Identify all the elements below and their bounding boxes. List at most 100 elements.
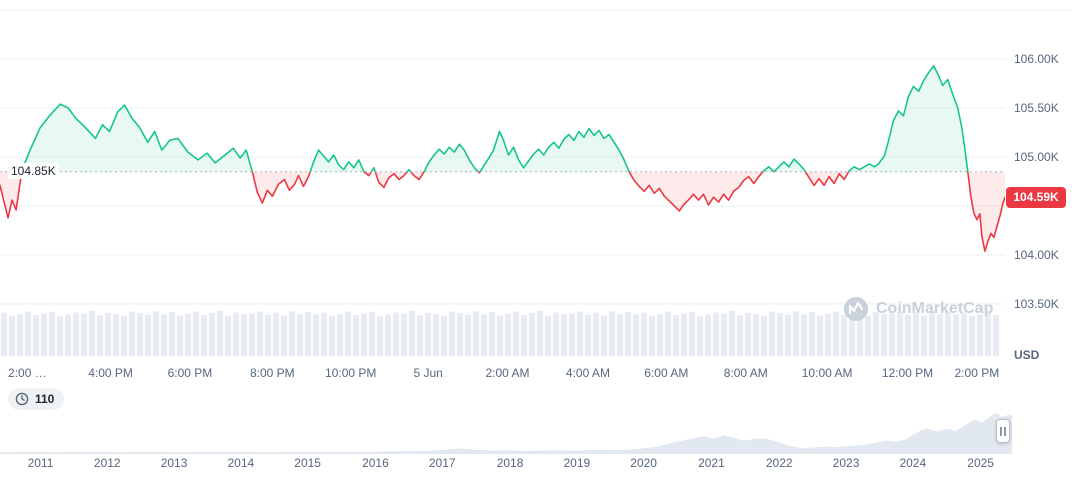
volume-bar xyxy=(209,312,215,356)
volume-bar xyxy=(705,314,711,356)
volume-bar xyxy=(289,311,295,356)
volume-bar xyxy=(105,312,111,356)
volume-bar xyxy=(737,315,743,356)
volume-bar xyxy=(673,315,679,356)
navigator-area xyxy=(0,413,1012,454)
time-axis-label: 12:00 PM xyxy=(881,366,934,380)
volume-bar xyxy=(17,314,23,356)
volume-bar xyxy=(809,312,815,356)
year-axis-label: 2022 xyxy=(765,456,793,470)
volume-bar xyxy=(601,315,607,356)
price-axis-label: 103.50K xyxy=(1014,297,1059,311)
range-navigator[interactable] xyxy=(0,408,1012,454)
volume-bar xyxy=(905,314,911,356)
volume-bar xyxy=(521,315,527,356)
volume-bar xyxy=(97,315,103,356)
volume-bar xyxy=(145,314,151,356)
volume-bar xyxy=(921,315,927,356)
volume-bar xyxy=(945,312,951,356)
volume-bar xyxy=(417,315,423,356)
volume-bar xyxy=(793,311,799,356)
year-axis-label: 2020 xyxy=(630,456,657,470)
volume-bar xyxy=(353,315,359,356)
year-axis-label: 2019 xyxy=(563,456,591,470)
volume-bar xyxy=(193,311,199,356)
volume-bar xyxy=(561,314,567,356)
volume-bar xyxy=(33,315,39,356)
year-axis-label: 2024 xyxy=(899,456,927,470)
current-price-badge: 104.59K xyxy=(1006,187,1066,209)
volume-bar xyxy=(25,311,31,356)
volume-bar xyxy=(777,313,783,356)
time-axis-label: 6:00 AM xyxy=(644,366,689,380)
volume-bar xyxy=(953,314,959,356)
volume-bar xyxy=(817,315,823,356)
volume-bar xyxy=(49,311,55,356)
year-axis-label: 2018 xyxy=(496,456,524,470)
currency-unit-label: USD xyxy=(1014,348,1040,362)
year-axis-label: 2023 xyxy=(832,456,860,470)
time-axis-label: 4:00 PM xyxy=(88,366,133,380)
volume-bar xyxy=(57,316,63,356)
year-axis-label: 2025 xyxy=(967,456,994,470)
price-axis-label: 106.00K xyxy=(1014,52,1059,66)
volume-bar xyxy=(497,315,503,356)
watermark: CoinMarketCap xyxy=(843,296,993,322)
volume-bar xyxy=(721,313,727,356)
volume-bar xyxy=(321,312,327,356)
volume-bar xyxy=(609,311,615,356)
year-axis-label: 2012 xyxy=(93,456,121,470)
year-axis-label: 2013 xyxy=(160,456,188,470)
range-slider-handle[interactable] xyxy=(996,419,1010,443)
volume-bar xyxy=(569,313,575,356)
volume-bar xyxy=(649,315,655,356)
volume-bar xyxy=(1,312,7,356)
volume-bar xyxy=(161,314,167,356)
volume-bar xyxy=(913,312,919,356)
volume-bar xyxy=(873,312,879,356)
volume-bar xyxy=(337,314,343,356)
volume-bar xyxy=(865,316,871,356)
year-axis: 2011 2012 2013 2014 2015 2016 2017 2018 2019 2020… xyxy=(0,456,1012,474)
time-axis-label: 5 Jun xyxy=(413,366,443,380)
volume-bar xyxy=(409,310,415,356)
volume-bar xyxy=(641,312,647,356)
volume-bar xyxy=(457,313,463,356)
year-axis-label: 2021 xyxy=(698,456,725,470)
volume-bar xyxy=(345,311,351,356)
volume-bar xyxy=(241,314,247,356)
volume-bar xyxy=(833,311,839,356)
volume-bar xyxy=(545,316,551,356)
volume-bar xyxy=(889,313,895,356)
volume-bar xyxy=(73,312,79,356)
volume-bar xyxy=(825,313,831,356)
volume-bar xyxy=(273,312,279,356)
volume-bar xyxy=(185,313,191,356)
price-chart-svg[interactable] xyxy=(0,0,1005,360)
volume-bar xyxy=(897,311,903,356)
volume-bar xyxy=(857,310,863,356)
volume-bar xyxy=(801,314,807,356)
volume-bar xyxy=(217,310,223,356)
volume-bar xyxy=(697,316,703,356)
volume-bar xyxy=(393,312,399,356)
time-axis: 2:00 … 4:00 PM 6:00 PM 8:00 PM 10:00 PM 5 Jun… xyxy=(0,366,1005,382)
volume-bar xyxy=(529,312,535,356)
year-axis-label: 2015 xyxy=(294,456,321,470)
time-axis-label: 2:00 AM xyxy=(485,366,530,380)
volume-bar xyxy=(153,311,159,356)
volume-bar xyxy=(425,312,431,356)
volume-bar xyxy=(121,316,127,356)
year-axis-label: 2016 xyxy=(362,456,389,470)
volume-bar xyxy=(745,312,751,356)
volume-bar xyxy=(449,311,455,356)
watermark-text: CoinMarketCap xyxy=(876,300,994,317)
year-axis-label: 2011 xyxy=(27,456,54,470)
coinmarketcap-logo-icon xyxy=(844,297,868,321)
price-axis: USD 106.00K 105.50K 105.00K 104.00K 103.50K xyxy=(1005,0,1072,362)
volume-bar xyxy=(961,312,967,356)
volume-bar xyxy=(385,314,391,356)
volume-bar xyxy=(585,314,591,356)
time-axis-label: 2:00 … xyxy=(8,366,47,380)
